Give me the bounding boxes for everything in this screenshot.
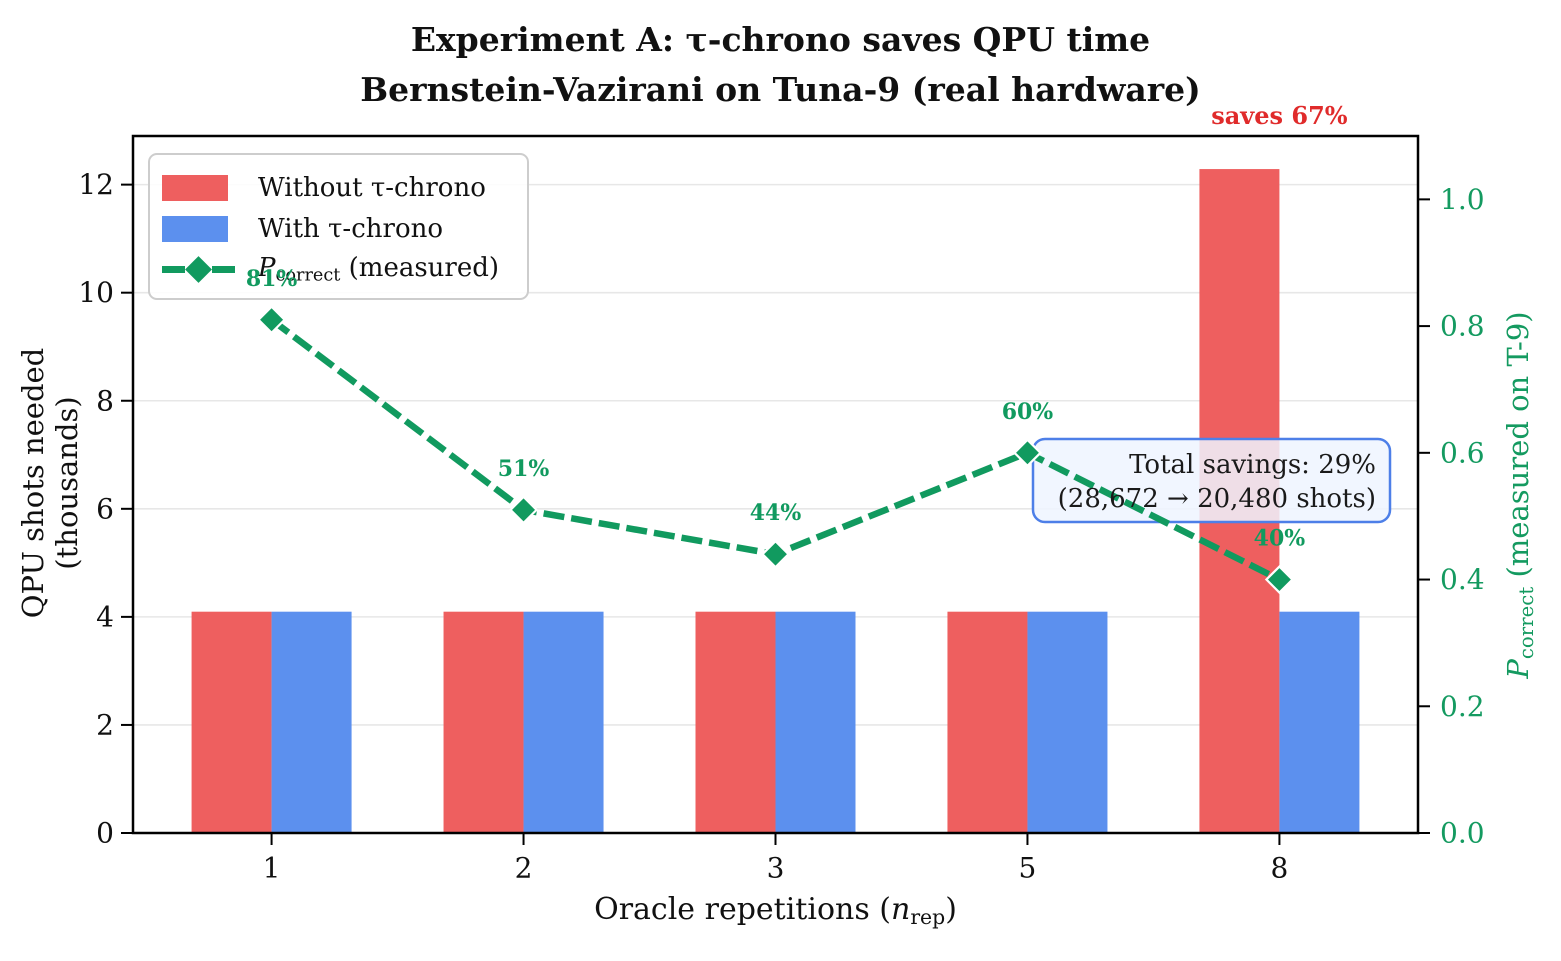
bar-with-tau-3 — [775, 611, 856, 833]
x-tick-label-3: 3 — [767, 852, 785, 885]
right-tick-label-0.4: 0.4 — [1440, 563, 1485, 596]
x-tick-label-8: 8 — [1271, 852, 1289, 885]
legend-pcorrect-var: P — [258, 253, 276, 284]
left-tick-label-8: 8 — [96, 384, 114, 417]
x-tick-label-2: 2 — [515, 852, 533, 885]
right-tick-label-0.2: 0.2 — [1440, 690, 1485, 723]
legend-label-with-tau: With τ-chrono — [258, 213, 443, 244]
blue-bar-swatch-icon — [162, 215, 228, 242]
bar-without-tau-1 — [191, 611, 272, 833]
pcorrect-marker-2 — [508, 495, 539, 525]
left-tick-label-2: 2 — [96, 708, 114, 741]
left-tick-label-10: 10 — [78, 276, 114, 309]
x-tick-label-5: 5 — [1019, 852, 1037, 885]
legend-item-with-tau: With τ-chrono — [162, 208, 527, 249]
chart-subtitle: Bernstein-Vazirani on Tuna-9 (real hardw… — [360, 70, 1201, 109]
legend-label-without-tau: Without τ-chrono — [258, 172, 486, 203]
right-tick-label-0.8: 0.8 — [1440, 310, 1485, 343]
dash-icon — [162, 266, 185, 273]
legend-item-without-tau: Without τ-chrono — [162, 167, 527, 208]
left-tick-label-4: 4 — [96, 600, 114, 633]
legend-pcorrect-rest: (measured) — [340, 253, 500, 284]
legend-pcorrect-sub: correct — [275, 265, 341, 286]
bar-with-tau-2 — [523, 611, 604, 833]
bar-without-tau-5 — [947, 611, 1028, 833]
total-savings-line1: Total savings: 29% — [1129, 450, 1376, 480]
total-savings-box — [1031, 437, 1392, 524]
pcorrect-marker-3 — [760, 539, 791, 569]
bar-without-tau-3 — [695, 611, 776, 833]
red-bar-swatch-icon — [162, 174, 228, 201]
legend-label-pcorrect: Pcorrect (measured) — [258, 253, 499, 285]
x-axis-label-var: n — [890, 892, 911, 927]
bar-with-tau-5 — [1027, 611, 1108, 833]
total-savings-line2: (28,672 → 20,480 shots) — [1058, 484, 1376, 514]
diamond-marker-icon — [185, 256, 212, 283]
right-tick-label-0.0: 0.0 — [1440, 817, 1485, 850]
left-tick-label-0: 0 — [96, 817, 114, 850]
x-axis-label-pre: Oracle repetitions ( — [594, 892, 891, 927]
bar-with-tau-8 — [1279, 611, 1360, 833]
right-tick-label-1.0: 1.0 — [1440, 183, 1485, 216]
dash-icon — [212, 266, 235, 273]
left-tick-label-6: 6 — [96, 492, 114, 525]
right-tick-label-0.6: 0.6 — [1440, 436, 1485, 469]
pcorrect-marker-5 — [1012, 438, 1043, 468]
x-axis-label-post: ) — [945, 892, 957, 927]
saves-67-label: saves 67% — [1211, 101, 1348, 130]
legend-key — [162, 174, 250, 201]
bar-without-tau-2 — [443, 611, 524, 833]
legend-item-pcorrect: Pcorrect (measured) — [162, 249, 527, 290]
chart-title: Experiment A: τ-chrono saves QPU time — [410, 20, 1151, 59]
x-tick-label-1: 1 — [263, 852, 281, 885]
legend-key — [162, 215, 250, 242]
left-tick-label-12: 12 — [78, 168, 114, 201]
legend-box: Without τ-chrono With τ-chrono Pcorrect … — [148, 153, 529, 300]
x-axis-label-sub: rep — [910, 905, 946, 930]
pcorrect-marker-8 — [1264, 564, 1294, 595]
pcorrect-marker-1 — [257, 305, 287, 335]
bar-with-tau-1 — [271, 611, 352, 833]
legend-key — [162, 256, 250, 283]
x-axis-label: Oracle repetitions (nrep) — [133, 892, 1418, 929]
